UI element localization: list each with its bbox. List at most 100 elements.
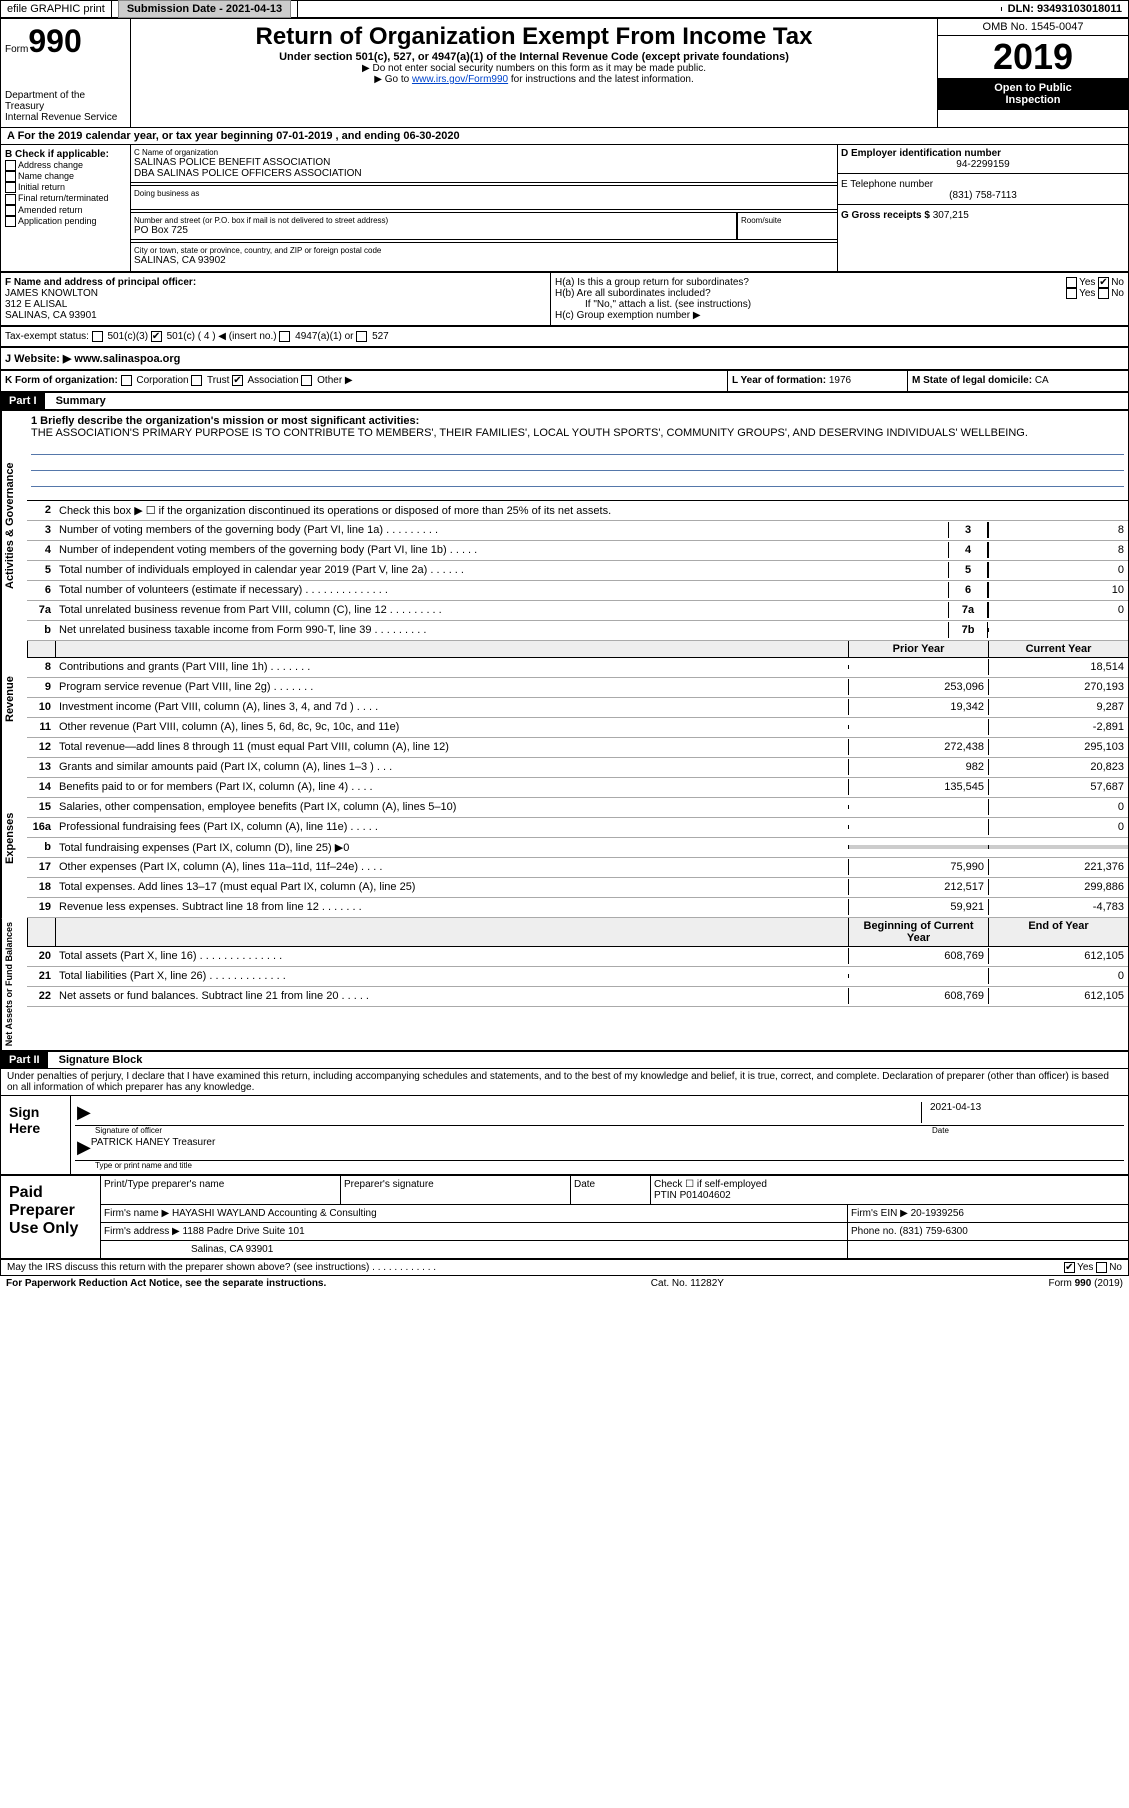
org-name-1: SALINAS POLICE BENEFIT ASSOCIATION [134,157,834,168]
paid-preparer-label: Paid Preparer Use Only [1,1176,101,1258]
cb-527[interactable] [356,331,367,342]
section-bcd: B Check if applicable: Address change Na… [0,144,1129,272]
section-hc: H(c) Group exemption number ▶ [555,310,1124,321]
cb-discuss-yes[interactable] [1064,1262,1075,1273]
section-l: L Year of formation: 1976 [728,371,908,390]
line-14: 14Benefits paid to or for members (Part … [27,778,1128,798]
cb-corp[interactable] [121,375,132,386]
line-7a: 7aTotal unrelated business revenue from … [27,601,1128,621]
dept-label-1: Department of the Treasury [5,90,126,112]
mission-text: THE ASSOCIATION'S PRIMARY PURPOSE IS TO … [31,427,1124,439]
submission-date-button[interactable]: Submission Date - 2021-04-13 [118,0,291,18]
firm-addr1: 1188 Padre Drive Suite 101 [183,1226,305,1237]
dln-label: DLN: 93493103018011 [1002,1,1128,17]
cb-initial-return[interactable]: Initial return [5,182,126,193]
gross-receipts: 307,215 [933,210,969,221]
line-22: 22Net assets or fund balances. Subtract … [27,987,1128,1007]
label-expenses: Expenses [1,758,27,918]
cb-name-change[interactable]: Name change [5,171,126,182]
period-row: A For the 2019 calendar year, or tax yea… [0,128,1129,144]
line-b: bTotal fundraising expenses (Part IX, co… [27,838,1128,858]
label-revenue: Revenue [1,641,27,758]
line-2: 2Check this box ▶ ☐ if the organization … [27,501,1128,521]
org-city: SALINAS, CA 93902 [134,255,834,266]
tax-exempt-row: Tax-exempt status: 501(c)(3) 501(c) ( 4 … [0,326,1129,347]
cb-pending[interactable]: Application pending [5,216,126,227]
footer-row: For Paperwork Reduction Act Notice, see … [0,1276,1129,1291]
website-value: www.salinaspoa.org [74,353,180,365]
efile-label: efile GRAPHIC print [1,1,112,17]
prep-row-addr: Firm's address ▶ 1188 Padre Drive Suite … [101,1223,1128,1241]
label-activities: Activities & Governance [1,411,27,641]
cb-trust[interactable] [191,375,202,386]
cb-assoc[interactable] [232,375,243,386]
prep-row-addr2: Salinas, CA 93901 [101,1241,1128,1258]
cb-501c3[interactable] [92,331,103,342]
sig-declaration: Under penalties of perjury, I declare th… [0,1069,1129,1095]
line-12: 12Total revenue—add lines 8 through 11 (… [27,738,1128,758]
net-year-headers: Beginning of Current Year End of Year [27,918,1128,947]
note-2: ▶ Go to www.irs.gov/Form990 for instruct… [135,74,933,85]
line-20: 20Total assets (Part X, line 16) . . . .… [27,947,1128,967]
form-subtitle: Under section 501(c), 527, or 4947(a)(1)… [135,51,933,63]
line-11: 11Other revenue (Part VIII, column (A), … [27,718,1128,738]
form-id-cell: Form990 Department of the Treasury Inter… [1,19,131,127]
part2-header: Part II Signature Block [0,1051,1129,1069]
tax-year: 2019 [938,36,1128,78]
note-1: ▶ Do not enter social security numbers o… [135,63,933,74]
line-3: 3Number of voting members of the governi… [27,521,1128,541]
ptin-value: P01404602 [680,1190,731,1201]
form-number: 990 [28,23,81,59]
expenses-block: 13Grants and similar amounts paid (Part … [27,758,1128,918]
year-cell: OMB No. 1545-0047 2019 Open to Public In… [938,19,1128,127]
paid-preparer-block: Paid Preparer Use Only Print/Type prepar… [0,1175,1129,1259]
dept-label-2: Internal Revenue Service [5,112,126,123]
officer-addr2: SALINAS, CA 93901 [5,310,546,321]
cb-final-return[interactable]: Final return/terminated [5,193,126,204]
line-b: bNet unrelated business taxable income f… [27,621,1128,641]
website-row: J Website: ▶ www.salinaspoa.org [0,347,1129,370]
line-10: 10Investment income (Part VIII, column (… [27,698,1128,718]
prep-row-1: Print/Type preparer's name Preparer's si… [101,1176,1128,1205]
officer-sig-name: PATRICK HANEY Treasurer [91,1137,215,1158]
sig-date: 2021-04-13 [922,1102,1122,1123]
form-header: Form990 Department of the Treasury Inter… [0,18,1129,128]
activities-block: 1 Briefly describe the organization's mi… [27,411,1128,641]
title-cell: Return of Organization Exempt From Incom… [131,19,938,127]
discuss-row: May the IRS discuss this return with the… [0,1259,1129,1276]
section-d: D Employer identification number 94-2299… [838,145,1128,271]
open-public-badge: Open to Public Inspection [938,78,1128,110]
label-netassets: Net Assets or Fund Balances [1,918,27,1050]
line-6: 6Total number of volunteers (estimate if… [27,581,1128,601]
omb-label: OMB No. 1545-0047 [938,19,1128,36]
summary-grid: Activities & Governance 1 Briefly descri… [0,410,1129,1051]
line-16a: 16aProfessional fundraising fees (Part I… [27,818,1128,838]
firm-name: HAYASHI WAYLAND Accounting & Consulting [172,1208,377,1219]
year-headers: Prior Year Current Year [27,641,1128,658]
cb-501c[interactable] [151,331,162,342]
cb-discuss-no[interactable] [1096,1262,1107,1273]
ein-value: 94-2299159 [841,159,1125,170]
org-name-2: DBA SALINAS POLICE OFFICERS ASSOCIATION [134,168,834,179]
mission-block: 1 Briefly describe the organization's mi… [27,411,1128,501]
section-f: F Name and address of principal officer:… [1,273,551,325]
irs-link[interactable]: www.irs.gov/Form990 [412,74,508,85]
netassets-block: Beginning of Current Year End of Year 20… [27,918,1128,1050]
firm-phone: (831) 759-6300 [899,1226,967,1237]
cb-address-change[interactable]: Address change [5,160,126,171]
cb-4947[interactable] [279,331,290,342]
line-18: 18Total expenses. Add lines 13–17 (must … [27,878,1128,898]
cb-other[interactable] [301,375,312,386]
line-21: 21Total liabilities (Part X, line 26) . … [27,967,1128,987]
form-title: Return of Organization Exempt From Incom… [135,23,933,51]
line-8: 8Contributions and grants (Part VIII, li… [27,658,1128,678]
cb-amended[interactable]: Amended return [5,205,126,216]
sign-here-block: Sign Here ▶ 2021-04-13 Signature of offi… [0,1095,1129,1175]
telephone-value: (831) 758-7113 [841,190,1125,201]
section-k: K Form of organization: Corporation Trus… [1,371,728,390]
line-9: 9Program service revenue (Part VIII, lin… [27,678,1128,698]
part1-header: Part I Summary [0,392,1129,410]
line-13: 13Grants and similar amounts paid (Part … [27,758,1128,778]
officer-name: JAMES KNOWLTON [5,288,546,299]
section-fh: F Name and address of principal officer:… [0,272,1129,326]
